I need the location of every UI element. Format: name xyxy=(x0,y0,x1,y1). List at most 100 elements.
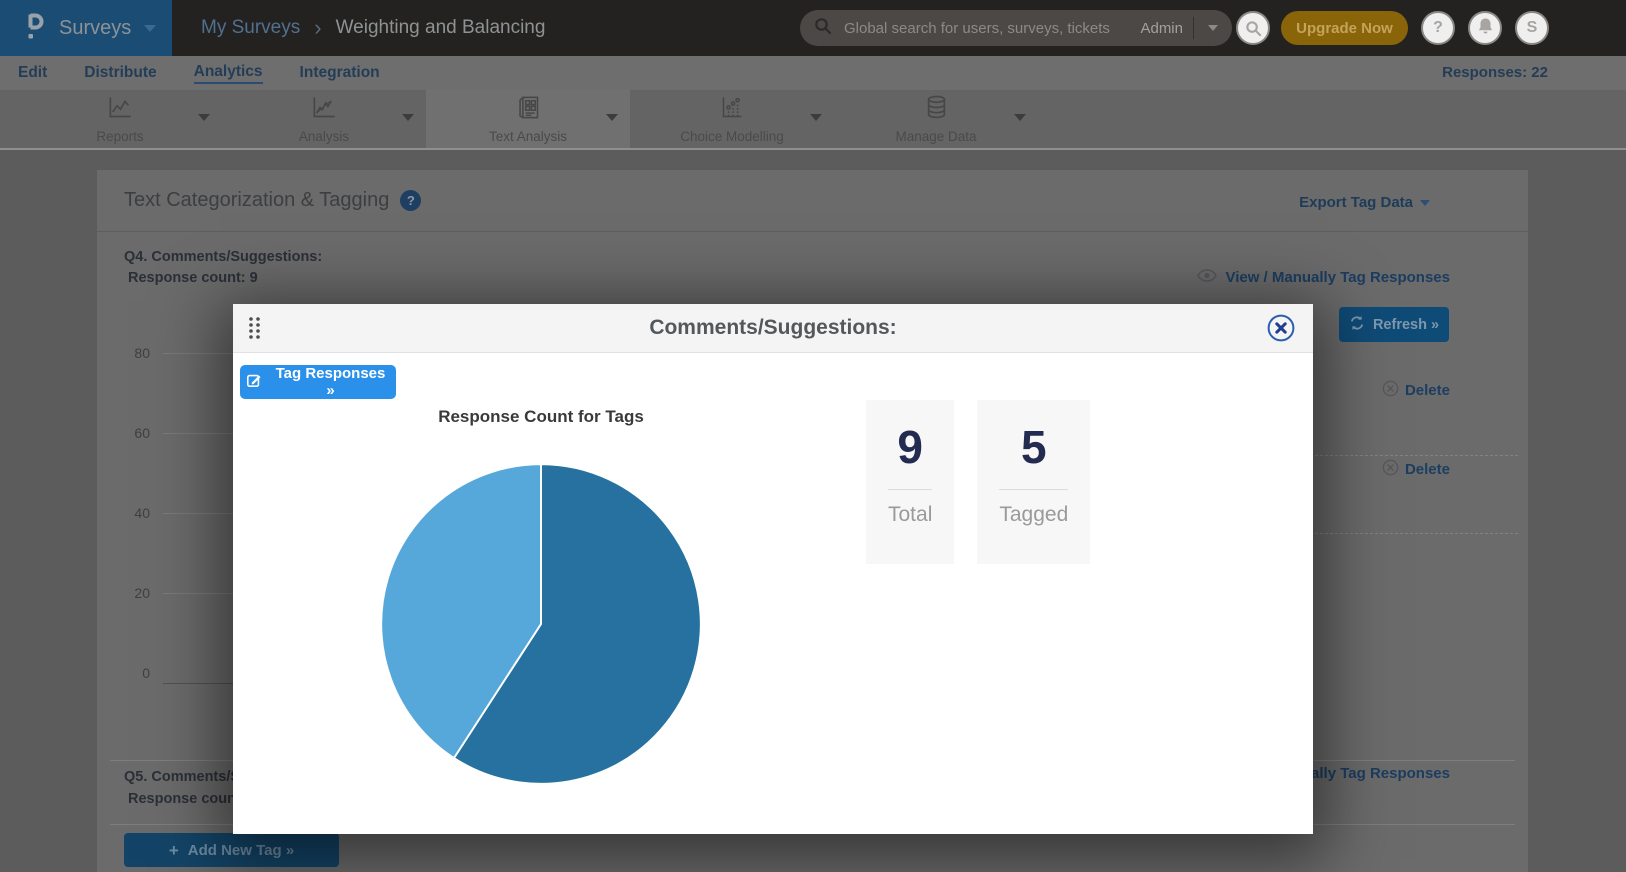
topbar: Surveys My Surveys › Weighting and Balan… xyxy=(0,0,1626,56)
toolbar-label: Analysis xyxy=(298,129,350,144)
avatar-initial: S xyxy=(1526,19,1538,36)
add-new-tag-label: Add New Tag » xyxy=(187,841,295,859)
modal-header: Comments/Suggestions: xyxy=(233,304,1313,353)
choice-modelling-caret-icon[interactable] xyxy=(810,114,822,121)
survey-nav: Edit Distribute Analytics Integration xyxy=(0,56,1626,90)
plus-icon: + xyxy=(168,840,179,860)
bell-icon xyxy=(1477,17,1494,40)
database-icon xyxy=(923,94,950,126)
search-scope-selector[interactable]: Admin xyxy=(1140,19,1183,37)
stat-total-value: 9 xyxy=(897,421,923,473)
question-mark-icon: ? xyxy=(1433,19,1443,36)
breadcrumb: My Surveys › Weighting and Balancing xyxy=(201,0,545,56)
reports-caret-icon[interactable] xyxy=(198,114,210,121)
pie-slice-dark xyxy=(452,463,702,785)
help-button[interactable]: ? xyxy=(1421,11,1455,45)
responses-count: Responses: 22 xyxy=(1442,64,1548,81)
header-divider xyxy=(97,231,1528,232)
trend-chart-icon xyxy=(311,94,338,126)
page-title-text: Text Categorization & Tagging xyxy=(124,189,390,211)
search-scope-caret-icon[interactable] xyxy=(1208,25,1218,31)
ytick-40: 40 xyxy=(134,505,150,521)
tab-integration[interactable]: Integration xyxy=(299,63,380,81)
tags-pie-chart xyxy=(378,461,704,787)
global-search[interactable]: Admin xyxy=(800,10,1232,46)
toolbar-label: Reports xyxy=(96,129,144,144)
pencil-square-icon xyxy=(246,372,262,392)
pie-slice-light xyxy=(380,463,542,760)
circled-x-icon xyxy=(1382,459,1399,480)
q5-response-count: Response count: 5 xyxy=(128,791,258,807)
breadcrumb-my-surveys[interactable]: My Surveys xyxy=(201,17,301,38)
toolbar-manage-data[interactable]: Manage Data xyxy=(834,90,1038,148)
comments-suggestions-modal: Comments/Suggestions: Tag Responses » R xyxy=(233,304,1313,834)
tag-responses-button[interactable]: Tag Responses » xyxy=(240,365,396,399)
circled-x-icon xyxy=(1382,380,1399,401)
close-icon xyxy=(1267,314,1295,345)
modal-close-button[interactable] xyxy=(1267,314,1295,342)
breadcrumb-separator: › xyxy=(314,15,322,40)
toolbar-reports[interactable]: Reports xyxy=(18,90,222,148)
line-chart-icon xyxy=(107,94,134,126)
q4-view-tag-label: View / Manually Tag Responses xyxy=(1225,269,1450,286)
toolbar-label: Manage Data xyxy=(895,129,977,144)
export-caret-icon xyxy=(1420,199,1430,206)
search-input[interactable] xyxy=(842,18,1131,38)
search-divider xyxy=(1193,17,1194,39)
product-name: Surveys xyxy=(59,16,132,39)
page-title: Text Categorization & Tagging ? xyxy=(124,189,422,212)
stat-divider xyxy=(999,488,1069,490)
toolbar-choice-modelling[interactable]: Choice Modelling xyxy=(630,90,834,148)
export-tag-data-button[interactable]: Export Tag Data xyxy=(1299,194,1430,211)
tab-distribute[interactable]: Distribute xyxy=(84,63,157,81)
search-icon xyxy=(814,17,832,40)
analysis-caret-icon[interactable] xyxy=(402,114,414,121)
delete-label: Delete xyxy=(1404,382,1450,399)
text-analysis-caret-icon[interactable] xyxy=(606,114,618,121)
user-avatar[interactable]: S xyxy=(1515,11,1549,45)
toolbar-label: Choice Modelling xyxy=(680,129,784,144)
document-grid-icon xyxy=(515,94,542,126)
proprofs-logo-icon xyxy=(24,11,46,46)
export-label: Export Tag Data xyxy=(1299,194,1413,211)
tab-edit[interactable]: Edit xyxy=(18,63,48,81)
product-switcher[interactable]: Surveys xyxy=(0,0,172,56)
toolbar-analysis[interactable]: Analysis xyxy=(222,90,426,148)
eye-icon xyxy=(1197,269,1218,286)
refresh-button[interactable]: Refresh » xyxy=(1339,307,1449,342)
stat-total-label: Total xyxy=(888,502,933,526)
chevron-down-icon xyxy=(144,24,157,32)
ytick-60: 60 xyxy=(134,425,150,441)
tag-delete-link[interactable]: Delete xyxy=(1382,459,1450,480)
tag-delete-link[interactable]: Delete xyxy=(1382,380,1450,401)
search-submit-button[interactable] xyxy=(1236,11,1270,45)
drag-handle-icon[interactable] xyxy=(247,315,262,346)
delete-label: Delete xyxy=(1404,461,1450,478)
stat-tagged-label: Tagged xyxy=(999,502,1069,526)
tag-stats: 9 Total 5 Tagged xyxy=(866,400,1091,564)
ytick-80: 80 xyxy=(134,345,150,361)
toolbar-label: Text Analysis xyxy=(488,129,568,144)
stat-tagged-value: 5 xyxy=(1021,421,1047,473)
stat-total: 9 Total xyxy=(866,400,955,564)
tab-analytics[interactable]: Analytics xyxy=(193,63,263,84)
add-new-tag-button[interactable]: + Add New Tag » xyxy=(124,833,339,867)
q4-response-count: Response count: 9 xyxy=(128,270,258,286)
q4-view-tag-link[interactable]: View / Manually Tag Responses xyxy=(1197,269,1450,286)
upgrade-now-button[interactable]: Upgrade Now xyxy=(1281,11,1408,45)
notifications-button[interactable] xyxy=(1468,11,1502,45)
q4-question: Q4. Comments/Suggestions: xyxy=(124,249,323,265)
ytick-20: 20 xyxy=(134,585,150,601)
manage-data-caret-icon[interactable] xyxy=(1014,114,1026,121)
stat-tagged: 5 Tagged xyxy=(977,400,1091,564)
title-help-icon[interactable]: ? xyxy=(400,190,422,211)
dot-chart-icon xyxy=(719,94,746,126)
tag-responses-label: Tag Responses » xyxy=(275,365,386,399)
stat-divider xyxy=(888,488,933,490)
refresh-label: Refresh » xyxy=(1372,316,1440,333)
breadcrumb-survey-title: Weighting and Balancing xyxy=(335,17,546,38)
analytics-toolbar: Reports Analysis Text An xyxy=(0,90,1626,150)
modal-title: Comments/Suggestions: xyxy=(649,316,897,339)
toolbar-text-analysis[interactable]: Text Analysis xyxy=(426,90,630,148)
